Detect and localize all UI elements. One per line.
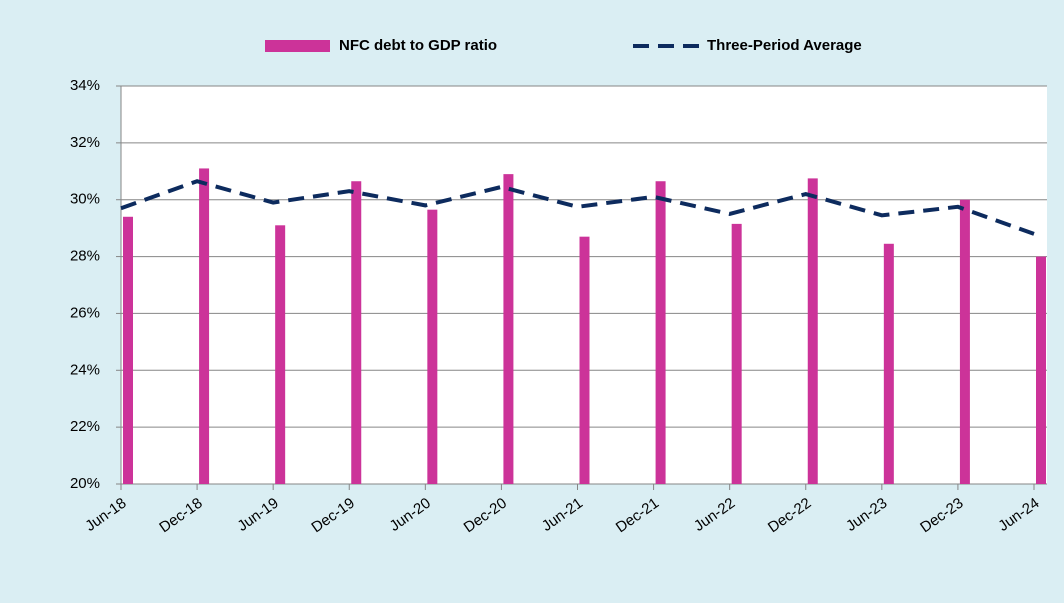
legend-label: Three-Period Average — [707, 37, 862, 54]
line — [120, 179, 1035, 236]
bar — [807, 178, 818, 484]
bar — [503, 174, 514, 484]
bar — [655, 181, 666, 484]
bar — [579, 236, 590, 484]
bar — [959, 199, 970, 484]
y-tick-label: 28% — [70, 248, 100, 265]
y-tick-label: 22% — [70, 418, 100, 435]
y-tick-label: 30% — [70, 191, 100, 208]
legend-swatch — [265, 40, 330, 52]
y-tick-label: 24% — [70, 361, 100, 378]
bar — [883, 243, 894, 484]
y-tick-label: 32% — [70, 134, 100, 151]
y-tick-label: 20% — [70, 475, 100, 492]
bar — [1036, 256, 1046, 484]
legend-label: NFC debt to GDP ratio — [339, 37, 497, 54]
y-tick-label: 34% — [70, 77, 100, 94]
y-tick-label: 26% — [70, 304, 100, 321]
bar — [427, 209, 438, 484]
bar — [731, 223, 742, 484]
bar — [351, 181, 362, 484]
bar — [199, 168, 210, 484]
bar — [275, 225, 286, 485]
bar — [123, 216, 133, 484]
